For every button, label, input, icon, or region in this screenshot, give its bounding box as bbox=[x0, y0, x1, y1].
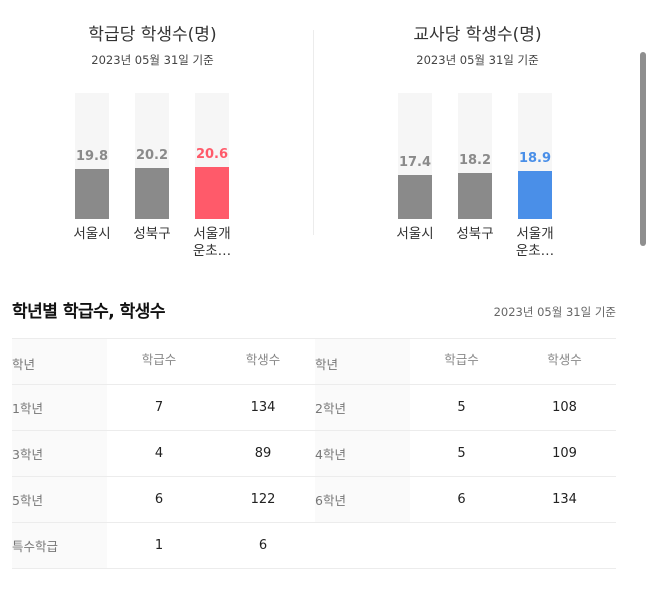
bar-label-seoul: 서울시 bbox=[62, 226, 122, 243]
bar-label-seoul: 서울시 bbox=[385, 226, 445, 243]
students-cell: 134 bbox=[250, 400, 276, 415]
classes-cell: 1 bbox=[154, 538, 164, 553]
classes-cell: 4 bbox=[154, 446, 164, 461]
classes-cell: 6 bbox=[154, 492, 164, 507]
bar-label-line2: 운초… bbox=[515, 243, 555, 259]
bar-fill bbox=[75, 169, 109, 219]
header-students: 학생수 bbox=[547, 352, 582, 367]
chart-title: 학급당 학생수(명) bbox=[88, 25, 217, 45]
bar-seoul: 17.4 bbox=[398, 93, 432, 219]
bar-label-line1: 서울개 bbox=[193, 226, 231, 242]
students-cell bbox=[513, 523, 616, 569]
bar-value: 18.9 bbox=[518, 151, 552, 166]
classes-cell: 6 bbox=[457, 492, 466, 507]
header-students: 학생수 bbox=[245, 352, 281, 367]
students-cell: 108 bbox=[552, 400, 577, 415]
table-row: 5학년 6 122 6학년 6 134 bbox=[12, 476, 616, 523]
bar-value: 20.2 bbox=[135, 148, 169, 163]
chart-subtitle: 2023년 05월 31일 기준 bbox=[91, 53, 214, 67]
bar-label-line1: 성북구 bbox=[456, 226, 494, 242]
students-cell: 134 bbox=[552, 492, 577, 507]
table-row: 1학년 7 134 2학년 5 108 bbox=[12, 384, 616, 431]
header-classes: 학급수 bbox=[141, 352, 177, 367]
bar-fill bbox=[398, 175, 432, 219]
bar-label-line1: 성북구 bbox=[133, 226, 171, 242]
bar-value: 20.6 bbox=[195, 147, 229, 162]
grade-cell: 1학년 bbox=[12, 384, 107, 431]
chart-subtitle: 2023년 05월 31일 기준 bbox=[416, 53, 539, 67]
bar-value: 17.4 bbox=[398, 155, 432, 170]
bar-school: 20.6 bbox=[195, 93, 229, 219]
students-cell: 89 bbox=[254, 446, 272, 461]
table-row: 특수학급 1 6 bbox=[12, 522, 616, 569]
bar-seongbuk: 20.2 bbox=[135, 93, 169, 219]
bar-label-school: 서울개 운초… bbox=[182, 226, 242, 260]
bar-label-school: 서울개 운초… bbox=[505, 226, 565, 260]
bar-label-line2: 운초… bbox=[192, 243, 232, 259]
table-header-row: 학년 학급수 학생수 학년 학급수 학생수 bbox=[12, 338, 616, 385]
header-grade: 학년 bbox=[315, 338, 410, 385]
bar-label-seongbuk: 성북구 bbox=[122, 226, 182, 243]
classes-cell: 5 bbox=[457, 400, 466, 415]
classes-cell bbox=[410, 523, 513, 569]
bar-label-line1: 서울시 bbox=[73, 226, 111, 242]
bar-fill bbox=[458, 173, 492, 219]
bar-seongbuk: 18.2 bbox=[458, 93, 492, 219]
students-cell: 122 bbox=[250, 492, 276, 507]
grade-cell: 6학년 bbox=[315, 476, 410, 523]
bar-seoul: 19.8 bbox=[75, 93, 109, 219]
students-cell: 6 bbox=[258, 538, 268, 553]
table-row: 3학년 4 89 4학년 5 109 bbox=[12, 430, 616, 477]
scrollbar-thumb[interactable] bbox=[640, 52, 646, 246]
grade-cell: 특수학급 bbox=[12, 522, 107, 569]
section-title: 학년별 학급수, 학생수 bbox=[12, 302, 166, 322]
section-date: 2023년 05월 31일 기준 bbox=[493, 305, 616, 319]
classes-cell: 7 bbox=[154, 400, 164, 415]
classes-cell: 5 bbox=[457, 446, 466, 461]
students-cell: 109 bbox=[552, 446, 577, 461]
bar-value: 19.8 bbox=[75, 149, 109, 164]
grade-stats-table: 학년 학급수 학생수 학년 학급수 학생수 1학년 7 134 2학년 5 10… bbox=[12, 338, 616, 569]
chart-divider bbox=[313, 30, 314, 235]
grade-cell bbox=[315, 522, 410, 569]
grade-cell: 4학년 bbox=[315, 430, 410, 477]
header-grade: 학년 bbox=[12, 338, 107, 385]
bar-fill bbox=[135, 168, 169, 219]
bar-label-line1: 서울시 bbox=[396, 226, 434, 242]
bar-fill bbox=[518, 171, 552, 219]
bar-label-seongbuk: 성북구 bbox=[445, 226, 505, 243]
grade-cell: 5학년 bbox=[12, 476, 107, 523]
chart-title: 교사당 학생수(명) bbox=[413, 25, 542, 45]
bar-fill bbox=[195, 167, 229, 219]
bar-school: 18.9 bbox=[518, 93, 552, 219]
grade-cell: 3학년 bbox=[12, 430, 107, 477]
grade-cell: 2학년 bbox=[315, 384, 410, 431]
bar-value: 18.2 bbox=[458, 153, 492, 168]
bar-label-line1: 서울개 bbox=[516, 226, 554, 242]
header-classes: 학급수 bbox=[444, 352, 479, 367]
